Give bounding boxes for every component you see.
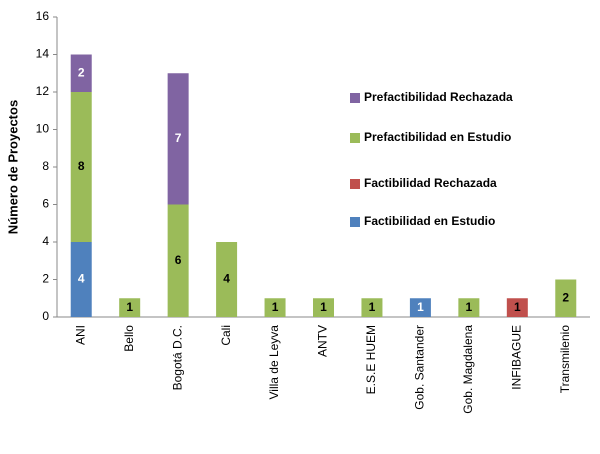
y-tick-label: 4 <box>42 234 49 248</box>
data-label: 1 <box>320 300 327 314</box>
bar-segment <box>167 73 189 205</box>
bar-segment <box>506 298 528 317</box>
data-label: 2 <box>78 65 85 79</box>
bar-segment <box>361 298 383 317</box>
x-tick-label: Bogotá D.C. <box>170 325 184 390</box>
data-label: 7 <box>175 131 182 145</box>
x-tick-label: Gob. Santander <box>413 325 427 410</box>
y-axis-title: Número de Proyectos <box>5 100 20 234</box>
x-tick-label: ANI <box>73 325 87 345</box>
bar-segment <box>70 92 92 242</box>
bar-segment <box>458 298 480 317</box>
bar-segment <box>409 298 431 317</box>
bar-segment <box>167 204 189 317</box>
data-label: 1 <box>369 300 376 314</box>
data-label: 6 <box>175 253 182 267</box>
y-tick-label: 0 <box>42 309 49 323</box>
data-label: 1 <box>272 300 279 314</box>
legend-label: Factibilidad Rechazada <box>364 176 497 190</box>
y-tick-label: 12 <box>36 84 50 98</box>
legend-label: Prefactibilidad Rechazada <box>364 90 513 104</box>
bar-segment <box>70 54 92 92</box>
legend-label: Prefactibilidad en Estudio <box>364 130 511 144</box>
data-label: 1 <box>417 300 424 314</box>
legend-swatch <box>350 179 360 189</box>
x-tick-label: ANTV <box>316 325 330 357</box>
data-label: 8 <box>78 159 85 173</box>
x-tick-label: E.S.E HUEM <box>364 325 378 394</box>
legend-swatch <box>350 93 360 103</box>
bar-segment <box>216 242 238 317</box>
data-label: 4 <box>223 272 230 286</box>
data-label: 4 <box>78 272 85 286</box>
legend-swatch <box>350 217 360 227</box>
legend-swatch <box>350 133 360 143</box>
data-label: 1 <box>514 300 521 314</box>
legend-label: Factibilidad en Estudio <box>364 214 495 228</box>
y-tick-label: 14 <box>36 47 50 61</box>
x-tick-label: Transmilenio <box>558 325 572 394</box>
bar-segment <box>70 242 92 317</box>
data-label: 1 <box>466 300 473 314</box>
y-tick-label: 6 <box>42 197 49 211</box>
bar-segment <box>119 298 141 317</box>
data-label: 2 <box>562 290 569 304</box>
bar-segment <box>264 298 286 317</box>
data-label: 1 <box>126 300 133 314</box>
y-tick-label: 2 <box>42 272 49 286</box>
x-tick-label: INFIBAGUE <box>509 325 523 390</box>
bar-segment <box>555 279 577 317</box>
x-tick-label: Cali <box>219 325 233 346</box>
y-tick-label: 16 <box>36 9 50 23</box>
y-tick-label: 8 <box>42 159 49 173</box>
x-tick-label: Gob. Magdalena <box>461 325 475 414</box>
y-tick-label: 10 <box>36 122 50 136</box>
x-tick-label: Villa de Leyva <box>267 325 281 400</box>
x-tick-label: Bello <box>122 325 136 352</box>
bar-segment <box>313 298 334 317</box>
